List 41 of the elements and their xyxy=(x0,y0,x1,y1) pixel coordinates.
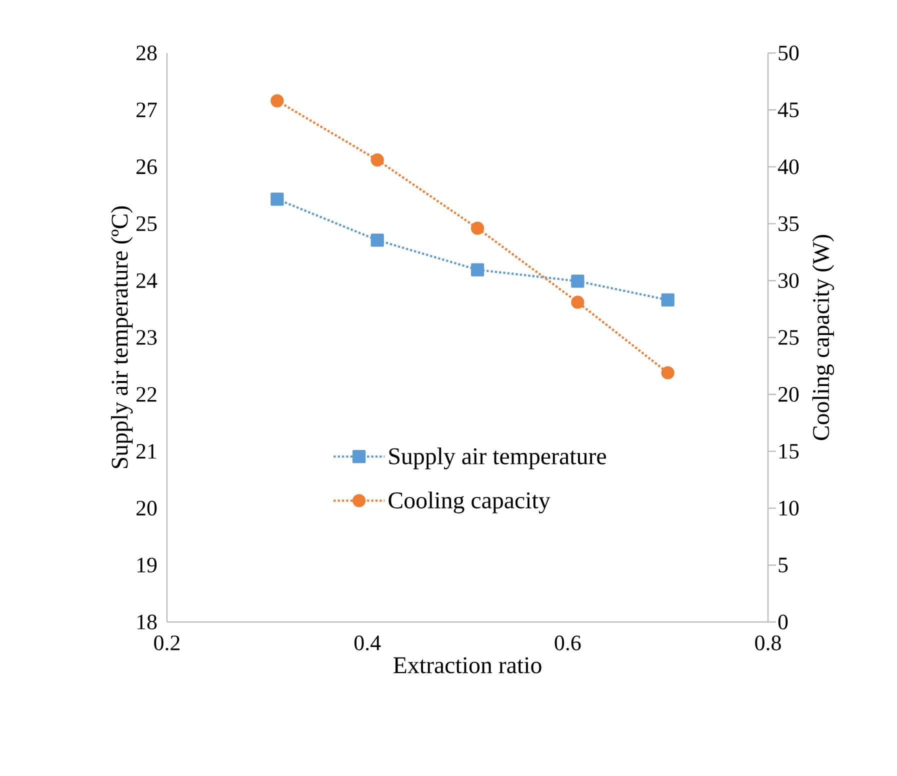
y-tick-label: 21 xyxy=(136,444,156,459)
legend-label: Supply air temperature xyxy=(389,448,606,470)
y-tick-label: 18 xyxy=(137,614,157,630)
point xyxy=(270,94,284,108)
y2-tick-label: 40 xyxy=(778,159,799,174)
point xyxy=(661,293,674,307)
y-axis-title: Supply air temperature (ºC) xyxy=(110,206,133,468)
x-tick-label: 0.8 xyxy=(755,636,781,650)
y-tick-label: 27 xyxy=(136,102,157,118)
y2-tick-label: 25 xyxy=(778,330,799,345)
y-tick-label: 26 xyxy=(136,159,157,174)
y2-tick-label: 20 xyxy=(778,387,799,402)
x-tick-label: 0.2 xyxy=(154,636,180,650)
y2-tick-label: 45 xyxy=(778,102,799,118)
legend-label: Cooling capacity xyxy=(388,492,550,514)
y2-axis-title: Cooling capacity (W) xyxy=(812,234,834,440)
x-tick-label: 0.6 xyxy=(554,636,581,650)
y2-tick-label: 0 xyxy=(778,614,788,630)
point xyxy=(571,296,584,309)
point xyxy=(270,192,284,206)
x-tick-label: 0.4 xyxy=(354,636,381,650)
y-tick-label: 19 xyxy=(137,558,157,572)
point xyxy=(370,234,384,247)
y-tick-label: 20 xyxy=(136,500,157,516)
y-tick-label: 23 xyxy=(136,330,157,345)
y-tick-label: 28 xyxy=(136,46,157,60)
y2-tick-label: 30 xyxy=(778,273,799,288)
y2-tick-label: 15 xyxy=(779,444,799,459)
y2-tick-label: 50 xyxy=(778,46,799,60)
point xyxy=(370,153,384,167)
point xyxy=(470,263,484,276)
point xyxy=(571,274,584,288)
x-axis-title: Extraction ratio xyxy=(394,657,542,674)
point xyxy=(470,222,484,235)
y2-tick-label: 35 xyxy=(778,216,799,232)
point xyxy=(661,366,674,380)
y-tick-label: 25 xyxy=(136,216,157,232)
y2-tick-label: 10 xyxy=(779,500,799,516)
y2-tick-label: 5 xyxy=(778,558,788,572)
y-tick-label: 22 xyxy=(136,387,156,402)
y-tick-label: 24 xyxy=(136,273,158,288)
